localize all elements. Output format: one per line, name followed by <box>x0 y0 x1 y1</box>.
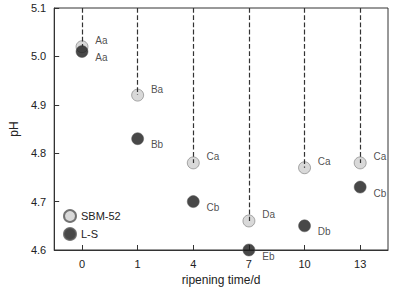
svg-text:pH: pH <box>7 121 21 136</box>
svg-text:ripening time/d: ripening time/d <box>182 273 261 287</box>
svg-text:4.7: 4.7 <box>31 196 46 208</box>
svg-text:Ca: Ca <box>373 151 386 162</box>
svg-text:10: 10 <box>298 258 310 270</box>
svg-text:0: 0 <box>79 258 85 270</box>
svg-text:4: 4 <box>190 258 196 270</box>
svg-text:4.6: 4.6 <box>31 244 46 256</box>
svg-text:Cb: Cb <box>207 202 220 213</box>
svg-text:Cb: Cb <box>373 188 386 199</box>
svg-text:L-S: L-S <box>81 228 98 240</box>
svg-text:Bb: Bb <box>151 139 164 150</box>
svg-text:5.0: 5.0 <box>31 50 46 62</box>
svg-text:Ca: Ca <box>207 151 220 162</box>
svg-text:4.8: 4.8 <box>31 147 46 159</box>
svg-text:5.1: 5.1 <box>31 2 46 14</box>
svg-text:Aa: Aa <box>95 35 108 46</box>
svg-text:Da: Da <box>262 209 275 220</box>
svg-text:4.9: 4.9 <box>31 99 46 111</box>
svg-text:Eb: Eb <box>262 251 275 262</box>
svg-text:7: 7 <box>246 258 252 270</box>
svg-text:SBM-52: SBM-52 <box>81 210 121 222</box>
svg-text:Db: Db <box>318 226 331 237</box>
svg-text:Ba: Ba <box>151 84 164 95</box>
svg-text:Aa: Aa <box>95 52 108 63</box>
svg-text:Ca: Ca <box>318 156 331 167</box>
svg-text:1: 1 <box>135 258 141 270</box>
svg-text:13: 13 <box>354 258 366 270</box>
